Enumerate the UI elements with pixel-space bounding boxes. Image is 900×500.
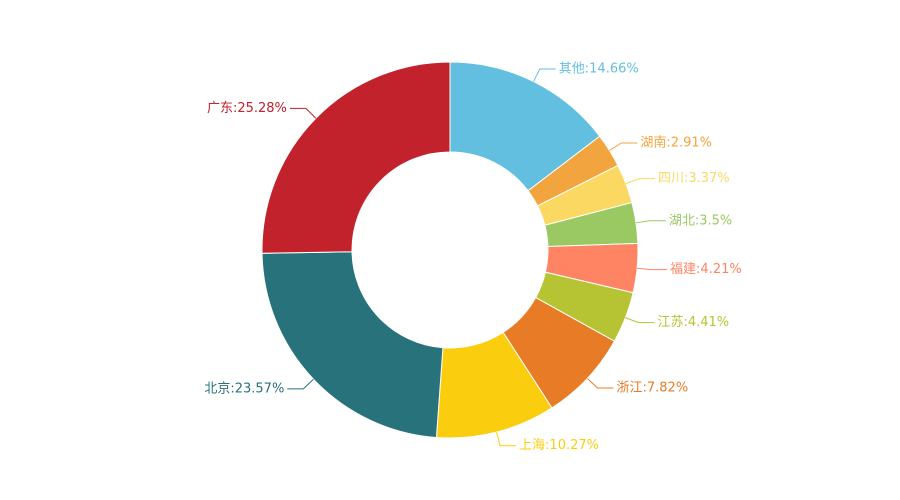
leader-line-上海: [496, 432, 517, 447]
leader-line-广东: [289, 107, 317, 119]
labels-layer: 其他:14.66% 湖南:2.91% 四川:3.37% 湖北:3.5% 福建:4.21%…: [204, 62, 741, 454]
data-label-湖南: 湖南:2.91%: [640, 134, 712, 150]
leader-line-湖北: [635, 220, 666, 224]
data-label-其他: 其他:14.66%: [559, 62, 639, 77]
slices-layer: [261, 61, 639, 439]
leader-line-北京: [287, 378, 314, 390]
data-label-湖北: 湖北:3.5%: [669, 213, 732, 228]
slice-其他: [449, 61, 601, 192]
data-label-广东: 广东:25.28%: [207, 101, 287, 116]
leader-line-四川: [625, 178, 655, 185]
data-label-浙江: 浙江:7.82%: [617, 381, 689, 396]
data-label-福建: 福建:4.21%: [670, 262, 742, 277]
leader-line-江苏: [625, 317, 655, 324]
data-label-江苏: 江苏:4.41%: [657, 314, 729, 330]
leader-line-浙江: [586, 378, 614, 389]
data-label-四川: 四川:3.37%: [658, 171, 730, 186]
data-label-北京: 北京:23.57%: [204, 381, 284, 396]
leader-line-福建: [637, 267, 668, 271]
leader-line-湖南: [609, 142, 638, 151]
slice-广东: [261, 61, 451, 254]
leader-line-其他: [533, 68, 556, 82]
data-label-上海: 上海:10.27%: [519, 438, 599, 453]
slice-北京: [261, 251, 444, 439]
